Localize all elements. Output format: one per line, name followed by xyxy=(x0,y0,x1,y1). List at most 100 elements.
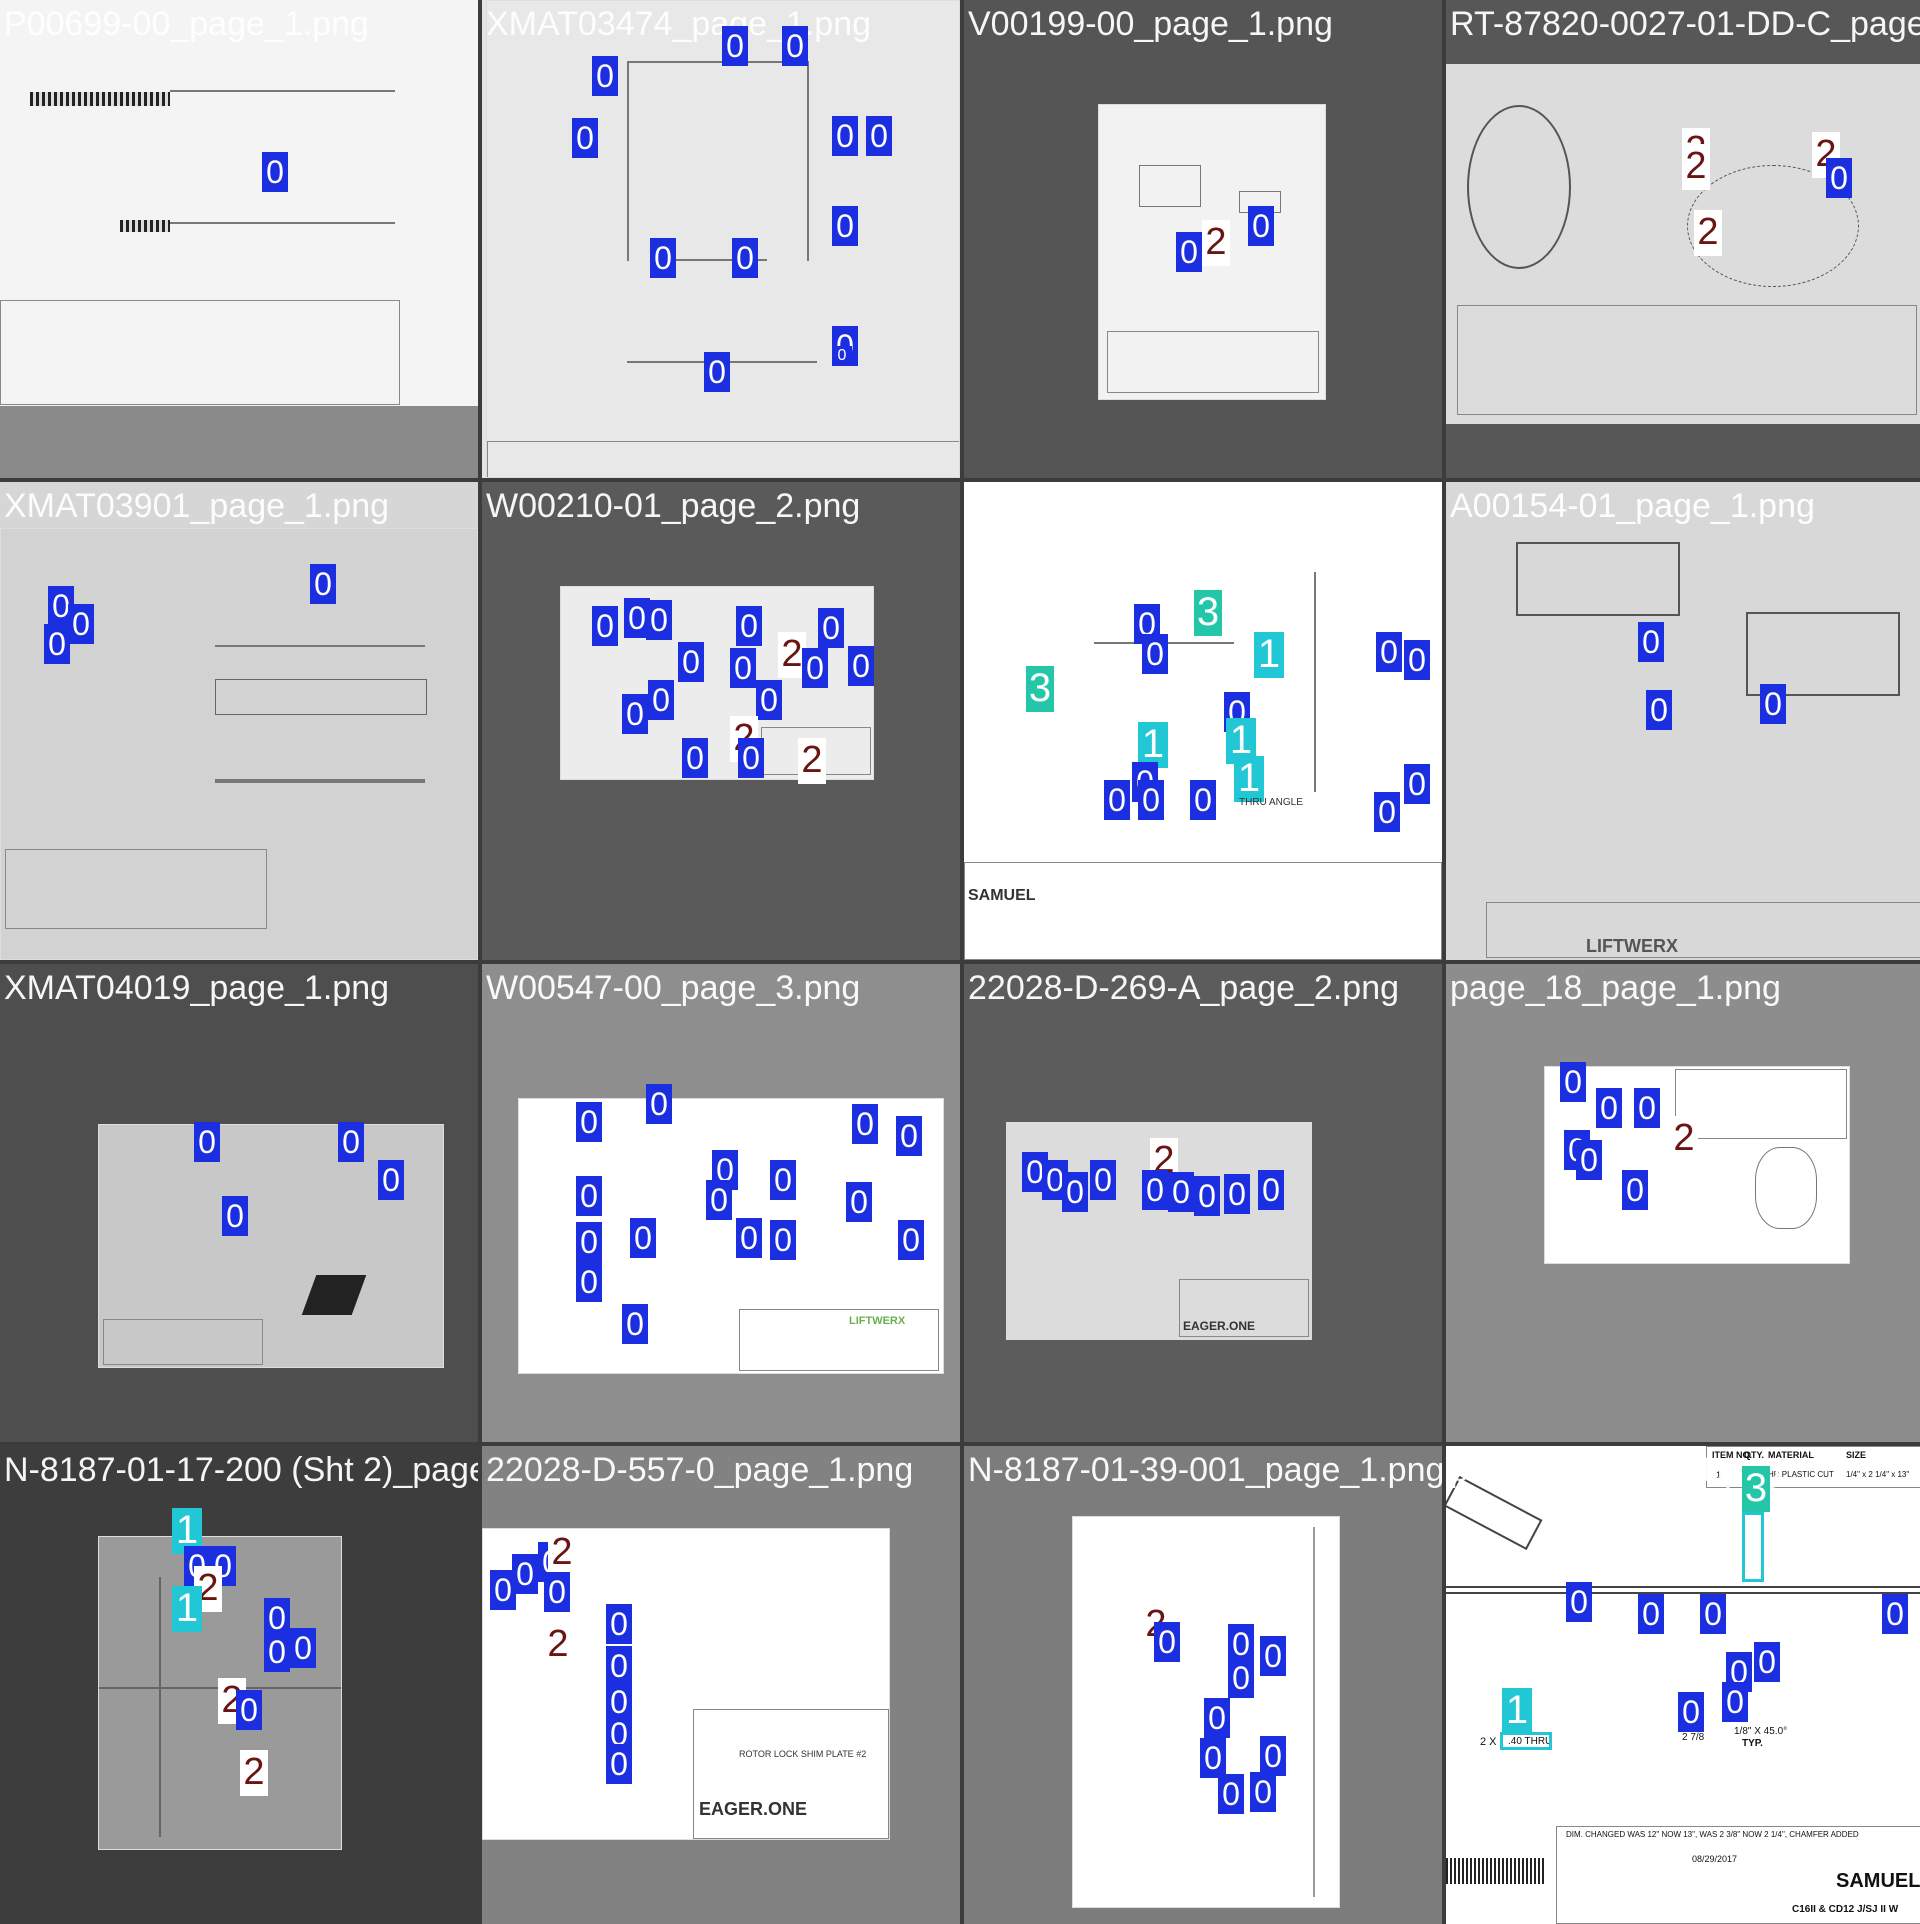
tile-title: A00154-01_page_1.png xyxy=(1450,487,1815,525)
tile-w00210: W00210-01_page_2.png 0 0 0 0 0 0 2 0 0 0… xyxy=(482,482,960,960)
detection-label: 0 xyxy=(732,238,758,278)
company-logo: SAMUEL xyxy=(968,887,1036,904)
tile-n8187-17-200: N-8187-01-17-200 (Sht 2)_page_1.png 1 0 … xyxy=(0,1446,478,1924)
detection-label: 0 xyxy=(846,1182,872,1222)
tile-rt87820: RT-87820-0027-01-DD-C_page_1.png 2 2 2 0… xyxy=(1446,0,1920,478)
part-title: C16II & CD12 J/SJ II W xyxy=(1792,1904,1899,1915)
table-header: MATERIAL xyxy=(1768,1450,1814,1460)
detection-label: 0 xyxy=(1638,622,1664,662)
detection-label: 0 xyxy=(194,1122,220,1162)
tile-title: N-8187-01-17-200 (Sht 2)_page_1.png xyxy=(4,1451,478,1489)
tile-n8187-39-001: N-8187-01-39-001_page_1.png 2 0 0 0 0 0 … xyxy=(964,1446,1442,1924)
detection-label: 2 xyxy=(1682,144,1710,190)
detection-box xyxy=(1500,1732,1552,1750)
detection-label: 2 xyxy=(1694,210,1722,256)
tile-title: P00699-00_page_1.png xyxy=(4,5,369,43)
tile-22028-d-557: ROTOR LOCK SHIM PLATE #2 EAGER.ONE 22028… xyxy=(482,1446,960,1924)
tile-w00547: LIFTWERX W00547-00_page_3.png 0 0 0 0 0 … xyxy=(482,964,960,1442)
detection-label: 0 xyxy=(378,1160,404,1200)
detection-label: 2 xyxy=(798,738,826,784)
detection-label: 0 xyxy=(1090,1160,1116,1200)
detection-label: 0 xyxy=(832,206,858,246)
detection-label: 0 xyxy=(1826,158,1852,198)
revision-note: DIM. CHANGED WAS 12" NOW 13", WAS 2 3/8"… xyxy=(1566,1830,1859,1839)
revision-date: 08/29/2017 xyxy=(1692,1854,1738,1864)
detection-label: 1 xyxy=(1254,632,1284,678)
detection-label: 0 xyxy=(1754,1642,1780,1682)
detection-label: 0 xyxy=(852,1104,878,1144)
drawing-page: ITEM NO. QTY. MATERIAL SIZE 1 1 HR PLAST… xyxy=(1446,1446,1920,1924)
detection-label: 0 xyxy=(802,648,828,688)
detection-label: 0 xyxy=(706,1180,732,1220)
detection-label: 0 xyxy=(544,1572,570,1612)
detection-label: 0 xyxy=(1104,780,1130,820)
dimension-note: 2 X xyxy=(1480,1736,1497,1748)
detection-label: 0 xyxy=(650,238,676,278)
detection-label: 0 xyxy=(68,604,94,644)
detection-label: 0 xyxy=(1560,1062,1586,1102)
tile-v00199: V00199-00_page_1.png 0 2 0 xyxy=(964,0,1442,478)
detection-label: 0 xyxy=(1260,1736,1286,1776)
detection-label: 0 xyxy=(592,606,618,646)
detection-label: 0 xyxy=(1228,1658,1254,1698)
dimension-note: .40 THRU xyxy=(1508,1736,1553,1747)
detection-label: 0 xyxy=(606,1646,632,1686)
tile-p00699: P00699-00_page_1.png 0 xyxy=(0,0,478,478)
detection-label: 0 xyxy=(1404,764,1430,804)
detection-label: 0 xyxy=(576,1262,602,1302)
tile-title: W00210-01_page_2.png xyxy=(486,487,861,525)
detection-label: 0 xyxy=(1646,690,1672,730)
detection-label: 0 xyxy=(1224,1174,1250,1214)
detection-label: 0 xyxy=(1138,780,1164,820)
detection-label: 0 xyxy=(1250,1772,1276,1812)
dimension-note: TYP. xyxy=(1742,1738,1763,1749)
detection-label: 0 xyxy=(1722,1682,1748,1722)
detection-label: 0 xyxy=(736,606,762,646)
detection-label: 0 xyxy=(832,116,858,156)
detection-label: 0 xyxy=(1638,1594,1664,1634)
tile-page44: page_44_page_1.png 0 3 0 1 0 3 0 1 1 0 0… xyxy=(964,482,1442,960)
detection-label: 0 xyxy=(722,26,748,66)
company-logo: SAMUEL xyxy=(1836,1870,1920,1892)
detection-label: 0 xyxy=(290,1628,316,1668)
detection-label: 0 xyxy=(646,1084,672,1124)
detection-label: 0 xyxy=(898,1220,924,1260)
detection-label: 0 xyxy=(1634,1088,1660,1128)
tile-page13: ITEM NO. QTY. MATERIAL SIZE 1 1 HR PLAST… xyxy=(1446,1446,1920,1924)
detection-label: 0 xyxy=(1248,206,1274,246)
detection-label: 0 xyxy=(622,1304,648,1344)
detection-label: 0 xyxy=(576,1176,602,1216)
company-logo: EAGER.ONE xyxy=(699,1799,808,1819)
detection-label: 0 xyxy=(1154,1622,1180,1662)
detection-label: 0 xyxy=(1376,632,1402,672)
detection-label: 2 xyxy=(548,1530,576,1576)
detection-label: 0 xyxy=(1258,1170,1284,1210)
detection-label: 0 xyxy=(338,1122,364,1162)
tile-title: XMAT03901_page_1.png xyxy=(4,487,390,525)
table-header: SIZE xyxy=(1846,1450,1867,1460)
company-logo: LIFTWERX xyxy=(1586,936,1678,956)
company-logo: LIFTWERX xyxy=(849,1315,906,1327)
detection-label: 0 xyxy=(1566,1582,1592,1622)
detection-label: 0 xyxy=(1190,780,1216,820)
detection-label: 0 xyxy=(866,116,892,156)
drawing-page xyxy=(0,0,478,406)
detection-label: 0 xyxy=(262,152,288,192)
detection-label: 0 xyxy=(770,1160,796,1200)
table-header: ITEM NO. xyxy=(1712,1450,1752,1460)
table-cell: 1/4" x 2 1/4" x 13" xyxy=(1846,1470,1910,1479)
detection-label: 0 xyxy=(730,648,756,688)
tile-a00154: A00154-01_page_1.png 0 0 0 LIFTWERX xyxy=(1446,482,1920,960)
tile-page18: page_18_page_1.png 0 0 0 2 0 0 0 xyxy=(1446,964,1920,1442)
detection-label: 0 xyxy=(1022,1152,1048,1192)
detection-label: 0 xyxy=(682,738,708,778)
drawing-page xyxy=(486,0,960,478)
detection-label: 0 xyxy=(832,346,852,366)
tile-title: page_13_page_1.png xyxy=(1450,1451,1781,1489)
drawing-note: ROTOR LOCK SHIM PLATE #2 xyxy=(739,1749,867,1759)
detection-label: 1 xyxy=(1234,756,1264,802)
table-cell: HR PLASTIC CUT xyxy=(1768,1470,1834,1479)
detection-label: 1 xyxy=(172,1586,202,1632)
detection-label: 0 xyxy=(1260,1636,1286,1676)
detection-label: 3 xyxy=(1194,590,1222,636)
